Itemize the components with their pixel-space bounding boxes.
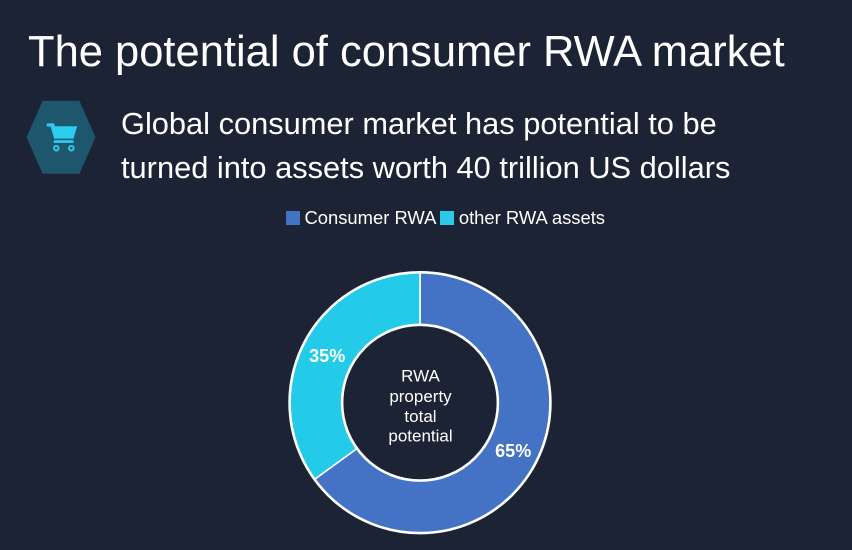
- svg-text:RWA: RWA: [401, 367, 440, 386]
- svg-text:property: property: [389, 387, 452, 406]
- svg-text:potential: potential: [388, 427, 452, 446]
- svg-text:35%: 35%: [309, 346, 345, 366]
- svg-text:total: total: [404, 407, 436, 426]
- svg-text:65%: 65%: [495, 441, 531, 461]
